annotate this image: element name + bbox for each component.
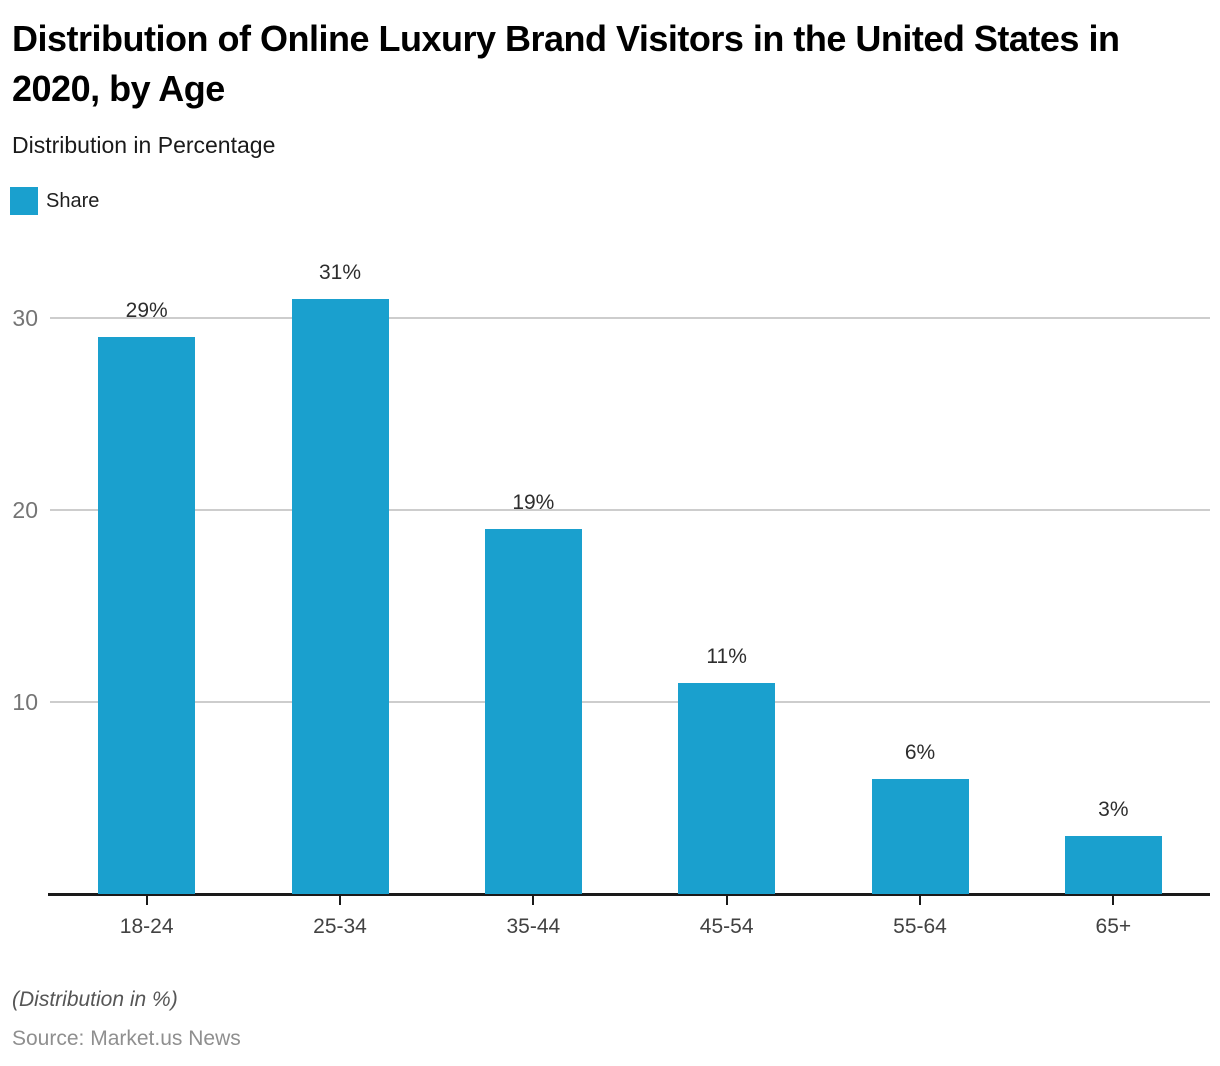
bar-value-label: 31% xyxy=(318,260,362,284)
legend: Share xyxy=(10,187,99,215)
bar xyxy=(871,778,969,894)
chart-title: Distribution of Online Luxury Brand Visi… xyxy=(12,18,1120,109)
bar xyxy=(1064,836,1162,894)
bar-value-label: 29% xyxy=(125,299,168,323)
y-tick-label: 10 xyxy=(12,689,38,715)
x-tick-mark xyxy=(725,896,728,905)
bar-value-label: 19% xyxy=(512,491,555,515)
legend-swatch xyxy=(10,187,38,215)
x-axis-line xyxy=(48,893,1210,896)
x-tick-label: 25-34 xyxy=(313,915,367,938)
x-tick-mark xyxy=(1112,896,1115,905)
x-tick-label: 45-54 xyxy=(699,915,754,938)
gridline xyxy=(50,701,1210,703)
x-tick-mark xyxy=(145,896,148,905)
x-tick-mark xyxy=(339,896,341,905)
bar xyxy=(678,682,776,894)
x-tick-mark xyxy=(532,896,535,905)
gridline xyxy=(50,509,1210,511)
bar-value-label: 11% xyxy=(706,644,747,668)
x-tick-mark xyxy=(919,896,921,905)
source-text: Source: Market.us News xyxy=(12,1027,241,1050)
bar-value-label: 6% xyxy=(904,740,936,764)
x-tick-label: 65+ xyxy=(1095,915,1132,938)
x-tick-label: 18-24 xyxy=(119,915,174,938)
legend-label: Share xyxy=(46,189,100,212)
footnote: (Distribution in %) xyxy=(12,988,178,1011)
y-tick-label: 20 xyxy=(12,497,38,523)
bar xyxy=(98,337,196,894)
x-tick-label: 35-44 xyxy=(506,915,561,938)
gridline xyxy=(50,317,1210,319)
bar xyxy=(484,529,582,894)
x-tick-label: 55-64 xyxy=(893,915,947,938)
y-tick-label: 30 xyxy=(12,305,38,331)
chart-subtitle: Distribution in Percentage xyxy=(12,132,276,158)
bar-value-label: 3% xyxy=(1098,798,1129,822)
bar xyxy=(291,298,389,894)
